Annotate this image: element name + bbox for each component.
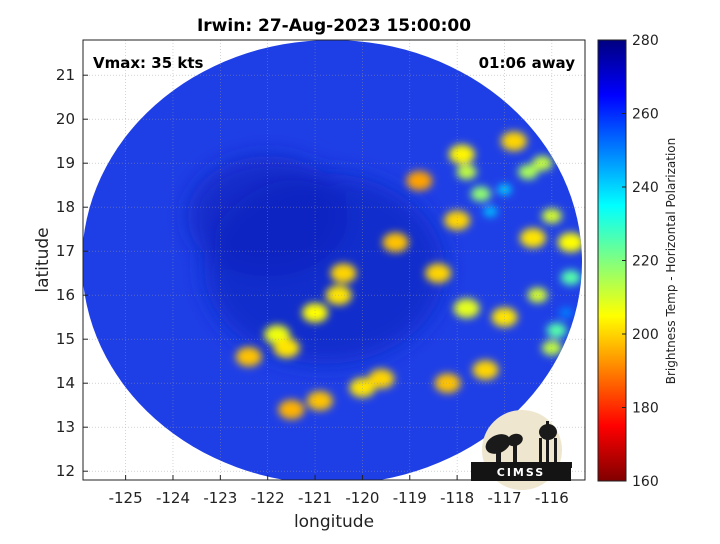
colorbar-ticks: 160 180 200 220 240 260 280 [622,33,659,490]
x-tick-label: -122 [251,489,285,507]
brightness-feature [559,307,574,319]
brightness-feature [483,206,498,217]
brightness-feature [541,208,562,224]
swath [83,40,582,480]
brightness-feature [519,228,546,248]
brightness-feature [330,263,357,283]
x-axis-label: longitude [294,512,374,532]
x-tick-label: -123 [203,489,237,507]
brightness-feature [470,186,491,202]
colorbar-tick-label: 260 [632,107,659,123]
brightness-feature [425,263,452,283]
colorbar [597,39,627,482]
colorbar-tick-label: 200 [632,327,659,343]
x-tick-label: -117 [487,489,521,507]
plot-frame [82,39,586,481]
brightness-feature [560,270,581,286]
y-tick-label: 13 [56,418,75,436]
brightness-feature [500,131,527,151]
chart-title: Irwin: 27-Aug-2023 15:00:00 [197,16,471,36]
y-tick-label: 17 [56,242,75,260]
brightness-feature [406,171,433,191]
colorbar-label: Brightness Temp - Horizontal Polarizatio… [664,138,678,385]
brightness-feature [368,369,395,389]
grid-lines [83,40,585,480]
brightness-feature [527,287,548,303]
time-away-label: 01:06 away [479,54,576,72]
brightness-feature [497,184,512,195]
brightness-feature [557,232,582,253]
y-axis-label: latitude [33,227,53,292]
y-tick-label: 20 [56,110,75,128]
vmax-label: Vmax: 35 kts [93,54,203,72]
x-tick-label: -119 [393,489,427,507]
cimss-logo: CIMSS [471,410,572,490]
brightness-feature [518,164,539,180]
brightness-feature [448,144,475,165]
x-tick-label: -125 [109,489,143,507]
brightness-feature [546,322,567,338]
brightness-feature [491,307,518,327]
brightness-features [235,131,582,420]
brightness-feature [302,303,329,323]
brightness-feature [273,338,300,358]
colorbar-tick-label: 160 [632,474,659,490]
x-tick-label: -118 [440,489,474,507]
y-tick-label: 19 [56,154,75,172]
x-tick-label: -124 [156,489,190,507]
brightness-feature [453,298,480,319]
x-tick-label: -116 [535,489,569,507]
logo-text: CIMSS [497,466,545,479]
brightness-feature [456,164,477,180]
y-tick-label: 15 [56,330,75,348]
x-tick-label: -120 [345,489,379,507]
y-tick-label: 14 [56,374,75,392]
x-axis-ticks: -125 -124 -123 -122 -121 -120 -119 -118 -117 -116 [109,475,569,507]
y-tick-label: 21 [56,66,75,84]
colorbar-tick-label: 220 [632,254,659,270]
colorbar-tick-label: 240 [632,180,659,196]
brightness-feature [306,391,333,411]
brightness-feature [472,360,499,380]
brightness-feature [349,377,376,398]
colorbar-tick-label: 280 [632,33,659,49]
brightness-feature [382,232,409,253]
brightness-feature [235,347,262,367]
colorbar-tick-label: 180 [632,401,659,417]
y-tick-label: 16 [56,286,75,304]
brightness-feature [541,340,562,356]
brightness-feature [434,373,461,393]
x-tick-label: -121 [298,489,332,507]
y-tick-label: 12 [56,462,75,480]
brightness-feature [278,399,305,420]
y-tick-label: 18 [56,198,75,216]
y-axis-ticks: 12 13 14 15 16 17 18 19 20 21 [56,66,88,480]
